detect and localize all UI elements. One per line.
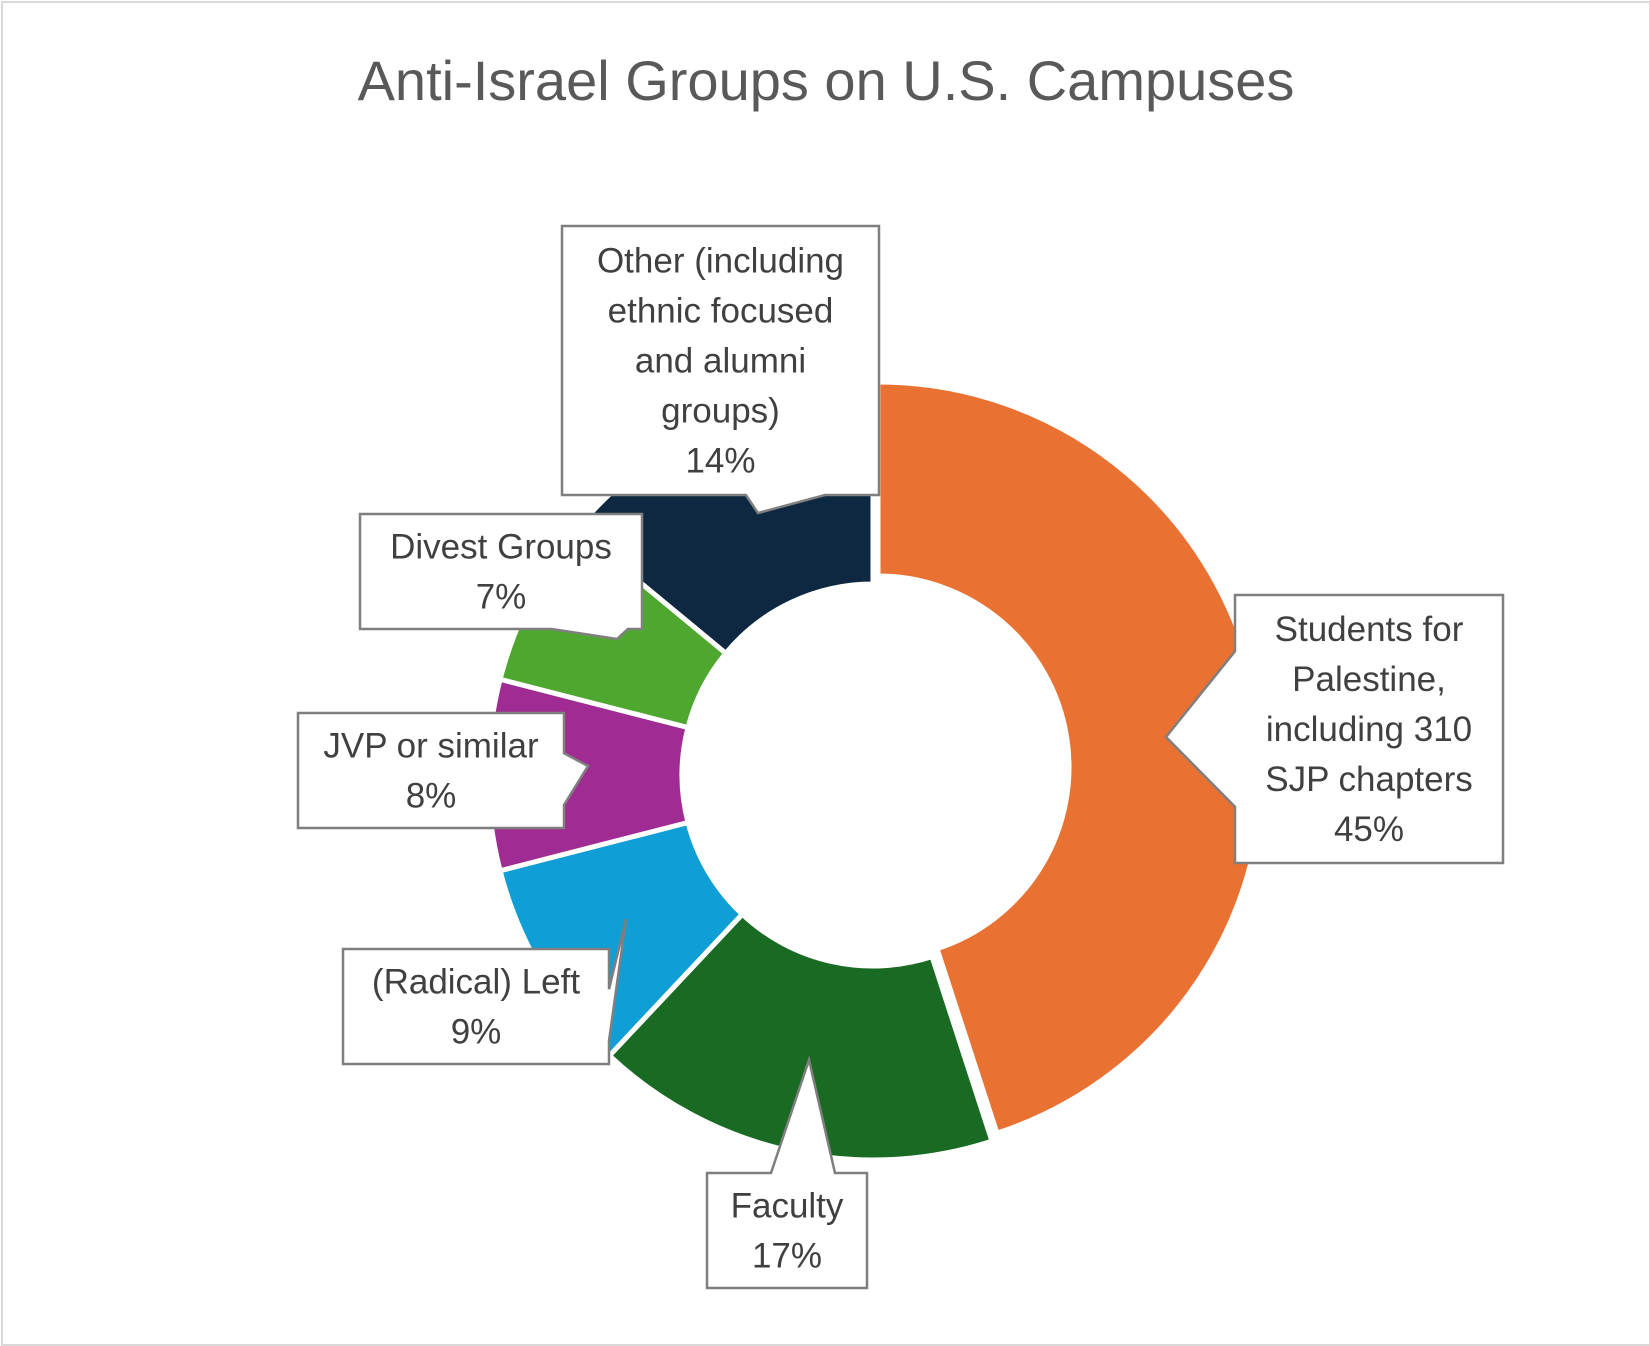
data-label-value: 9% [451,1013,502,1052]
callout-box-2 [705,1055,869,1290]
data-labels: Students for Palestine, including 310 SJP c… [296,224,1505,1290]
callout-box-4 [296,711,590,830]
callout-box-1 [1164,593,1505,865]
callout-box-3 [341,918,628,1066]
data-label-category: Divest Groups [390,528,612,567]
data-label-value: 14% [685,442,755,481]
data-label-category: JVP or similar [323,727,539,766]
donut-chart: Anti-Israel Groups on U.S. Campuses Stud… [296,49,1505,1290]
data-label-category: Other (including [597,242,844,281]
data-label-category: Faculty [731,1187,844,1226]
data-label-category: ethnic focused [608,292,834,331]
data-label-category: and alumni [635,342,806,381]
slice-2 [605,910,996,1163]
data-label-category: including 310 [1266,710,1472,749]
data-label-1: Students for Palestine, including 310 SJP c… [1164,593,1505,865]
data-label-4: JVP or similar 8% [296,711,590,830]
callout-box-5 [358,512,644,641]
data-label-value: 7% [476,578,527,617]
data-label-category: (Radical) Left [372,963,580,1002]
data-label-value: 17% [752,1237,822,1276]
data-label-category: SJP chapters [1265,760,1473,799]
data-label-category: Palestine, [1292,660,1446,699]
data-label-3: (Radical) Left 9% [341,918,628,1066]
data-label-category: groups) [661,392,780,431]
chart-title: Anti-Israel Groups on U.S. Campuses [358,49,1295,112]
data-label-5: Divest Groups 7% [358,512,644,641]
data-label-2: Faculty 17% [705,1055,869,1290]
data-label-6: Other (including ethnic focused and alumni… [560,224,881,515]
data-label-category: Students for [1275,610,1464,649]
data-label-value: 8% [406,777,457,816]
callout-box-6 [560,224,881,515]
data-label-value: 45% [1334,810,1404,849]
slice-1 [875,379,1266,1137]
